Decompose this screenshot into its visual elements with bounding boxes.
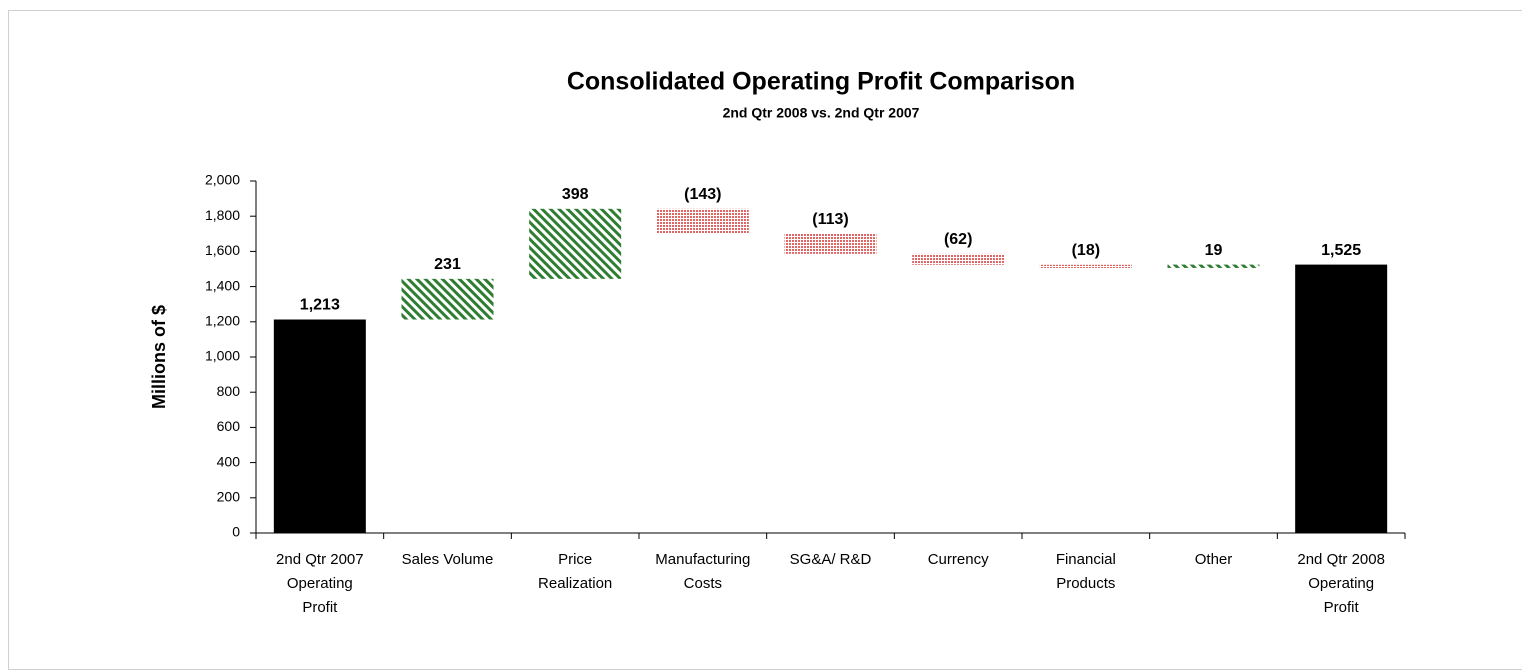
data-label: (143) <box>684 186 721 203</box>
data-label: 1,213 <box>300 297 340 314</box>
bar <box>656 208 749 234</box>
x-tick-label: SG&A/ R&D <box>789 551 872 568</box>
chart-title: Consolidated Operating Profit Comparison <box>567 68 1075 96</box>
y-tick-label: 1,400 <box>205 277 240 293</box>
x-tick-label: 2nd Qtr 2008 Operating Profit <box>1297 551 1385 616</box>
data-label: (113) <box>812 211 848 228</box>
y-tick-label: 600 <box>217 418 241 434</box>
chart-subtitle: 2nd Qtr 2008 vs. 2nd Qtr 2007 <box>723 105 920 121</box>
y-tick-label: 1,800 <box>205 207 240 223</box>
bar <box>401 278 494 320</box>
bar <box>529 208 622 279</box>
data-label: 1,525 <box>1321 242 1361 259</box>
x-tick-label: Manufacturing Costs <box>655 551 751 592</box>
y-tick-label: 400 <box>217 453 241 469</box>
data-label: 231 <box>434 256 461 273</box>
y-tick-label: 800 <box>217 383 241 399</box>
bar <box>273 319 366 533</box>
y-tick-label: 1,600 <box>205 242 240 258</box>
y-tick-label: 1,200 <box>205 313 240 329</box>
x-tick-label: Sales Volume <box>401 551 494 568</box>
data-label: 398 <box>562 186 589 203</box>
bar <box>1167 264 1260 268</box>
y-tick-label: 1,000 <box>205 348 240 364</box>
data-label: (18) <box>1072 242 1100 259</box>
y-axis-label: Millions of $ <box>149 305 169 409</box>
x-tick-label: Currency <box>927 551 989 568</box>
y-tick-label: 200 <box>217 489 241 505</box>
bar <box>1295 264 1388 533</box>
x-tick-label: 2nd Qtr 2007 Operating Profit <box>276 551 364 616</box>
y-tick-label: 0 <box>232 524 240 540</box>
x-tick-label: Financial Products <box>1055 551 1116 592</box>
x-tick-label: Price Realization <box>538 551 613 592</box>
x-tick-label: Other <box>1194 551 1233 568</box>
y-tick-label: 2,000 <box>205 172 240 188</box>
bar <box>912 253 1005 265</box>
data-label: 19 <box>1205 242 1223 259</box>
bar <box>784 233 877 254</box>
bar <box>1039 264 1132 268</box>
data-label: (62) <box>944 231 972 248</box>
